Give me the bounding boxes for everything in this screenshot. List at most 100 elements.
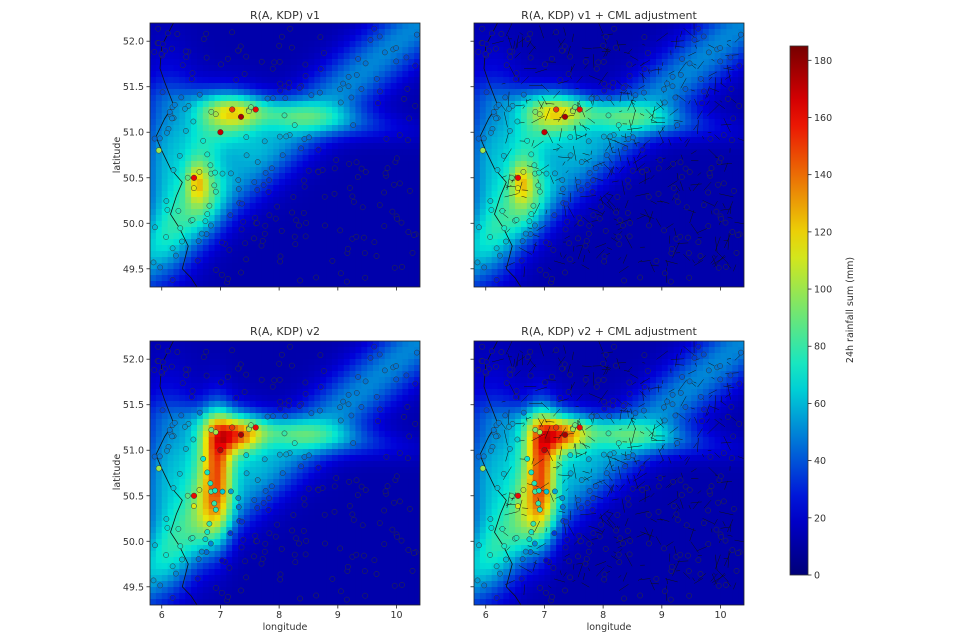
field-cell bbox=[714, 89, 722, 96]
field-cell bbox=[179, 269, 186, 276]
gauge-point bbox=[235, 47, 241, 54]
field-cell bbox=[479, 173, 487, 180]
field-cell bbox=[378, 125, 386, 132]
field-cell bbox=[644, 161, 651, 168]
cml-link bbox=[606, 167, 613, 179]
field-cell bbox=[243, 95, 251, 102]
field-cell bbox=[503, 269, 510, 276]
field-cell bbox=[314, 107, 321, 114]
field-cell bbox=[626, 143, 634, 150]
field-cell bbox=[538, 173, 546, 180]
gauge-point bbox=[715, 264, 722, 271]
field-cell bbox=[585, 119, 592, 126]
field-cell bbox=[632, 101, 639, 108]
field-cell bbox=[243, 251, 251, 258]
field-cell bbox=[685, 245, 692, 252]
field-cell bbox=[255, 41, 263, 48]
field-cell bbox=[220, 257, 227, 264]
cml-link bbox=[649, 261, 655, 273]
gauge-point bbox=[163, 198, 170, 204]
field-cell bbox=[191, 155, 198, 162]
field-cell bbox=[179, 41, 186, 48]
gauge-point bbox=[536, 188, 543, 195]
field-cell bbox=[544, 191, 551, 198]
cml-link bbox=[642, 139, 651, 146]
field-cell bbox=[367, 65, 374, 72]
field-cell bbox=[697, 209, 704, 216]
cml-link bbox=[635, 163, 645, 171]
gauge-point bbox=[313, 274, 320, 281]
field-cell bbox=[597, 125, 604, 132]
field-cell bbox=[361, 65, 368, 72]
field-cell bbox=[331, 245, 339, 252]
field-cell bbox=[243, 275, 251, 282]
field-cell bbox=[726, 185, 733, 192]
field-cell bbox=[609, 155, 616, 162]
field-cell bbox=[626, 215, 634, 222]
field-cell bbox=[685, 269, 692, 276]
field-cell bbox=[238, 197, 245, 204]
field-cell bbox=[567, 191, 575, 198]
field-cell bbox=[738, 89, 744, 96]
field-cell bbox=[408, 245, 415, 252]
field-cell bbox=[261, 35, 268, 42]
field-cell bbox=[474, 41, 481, 48]
gauge-point bbox=[669, 73, 676, 80]
field-cell bbox=[226, 65, 233, 72]
gauge-point bbox=[414, 31, 420, 38]
field-cell bbox=[191, 221, 198, 228]
field-cell bbox=[243, 203, 251, 210]
field-cell bbox=[544, 131, 551, 138]
field-cell bbox=[550, 41, 557, 48]
field-cell bbox=[396, 155, 403, 162]
field-cell bbox=[220, 59, 227, 66]
field-cell bbox=[249, 23, 257, 30]
cml-link bbox=[595, 243, 607, 248]
field-cell bbox=[290, 41, 298, 48]
field-cell bbox=[202, 71, 210, 78]
field-cell bbox=[562, 197, 569, 204]
field-cell bbox=[691, 23, 698, 30]
field-cell bbox=[414, 239, 420, 246]
field-cell bbox=[232, 89, 239, 96]
field-cell bbox=[544, 161, 551, 168]
field-cell bbox=[279, 53, 286, 60]
field-cell bbox=[573, 83, 581, 90]
gauge-point bbox=[170, 167, 177, 173]
field-cell bbox=[644, 209, 651, 216]
field-cell bbox=[597, 53, 604, 60]
field-cell bbox=[196, 125, 204, 132]
field-cell bbox=[308, 281, 315, 287]
field-cell bbox=[474, 161, 481, 168]
field-cell bbox=[155, 131, 163, 138]
field-cell bbox=[161, 173, 169, 180]
field-cell bbox=[167, 119, 175, 126]
field-cell bbox=[367, 245, 374, 252]
field-cell bbox=[355, 119, 362, 126]
field-cell bbox=[638, 35, 645, 42]
field-cell bbox=[526, 227, 534, 234]
gauge-point bbox=[677, 72, 684, 78]
field-cell bbox=[290, 251, 298, 258]
gauge-point bbox=[661, 99, 668, 106]
field-cell bbox=[414, 167, 420, 174]
field-cell bbox=[214, 209, 222, 216]
field-cell bbox=[562, 137, 569, 144]
field-cell bbox=[402, 209, 409, 216]
gauge-point bbox=[582, 58, 589, 65]
field-cell bbox=[396, 119, 403, 126]
field-cell bbox=[491, 131, 499, 138]
gauge-point bbox=[598, 203, 605, 210]
gauge-point bbox=[283, 133, 290, 140]
field-cell bbox=[161, 149, 169, 156]
field-cell bbox=[603, 47, 610, 54]
field-cell bbox=[532, 167, 540, 174]
field-cell bbox=[314, 71, 321, 78]
cml-link bbox=[575, 133, 588, 140]
field-cell bbox=[673, 251, 681, 258]
field-cell bbox=[626, 113, 634, 120]
field-cell bbox=[515, 251, 522, 258]
gauge-point bbox=[177, 225, 184, 231]
field-cell bbox=[661, 143, 669, 150]
field-cell bbox=[414, 281, 420, 287]
